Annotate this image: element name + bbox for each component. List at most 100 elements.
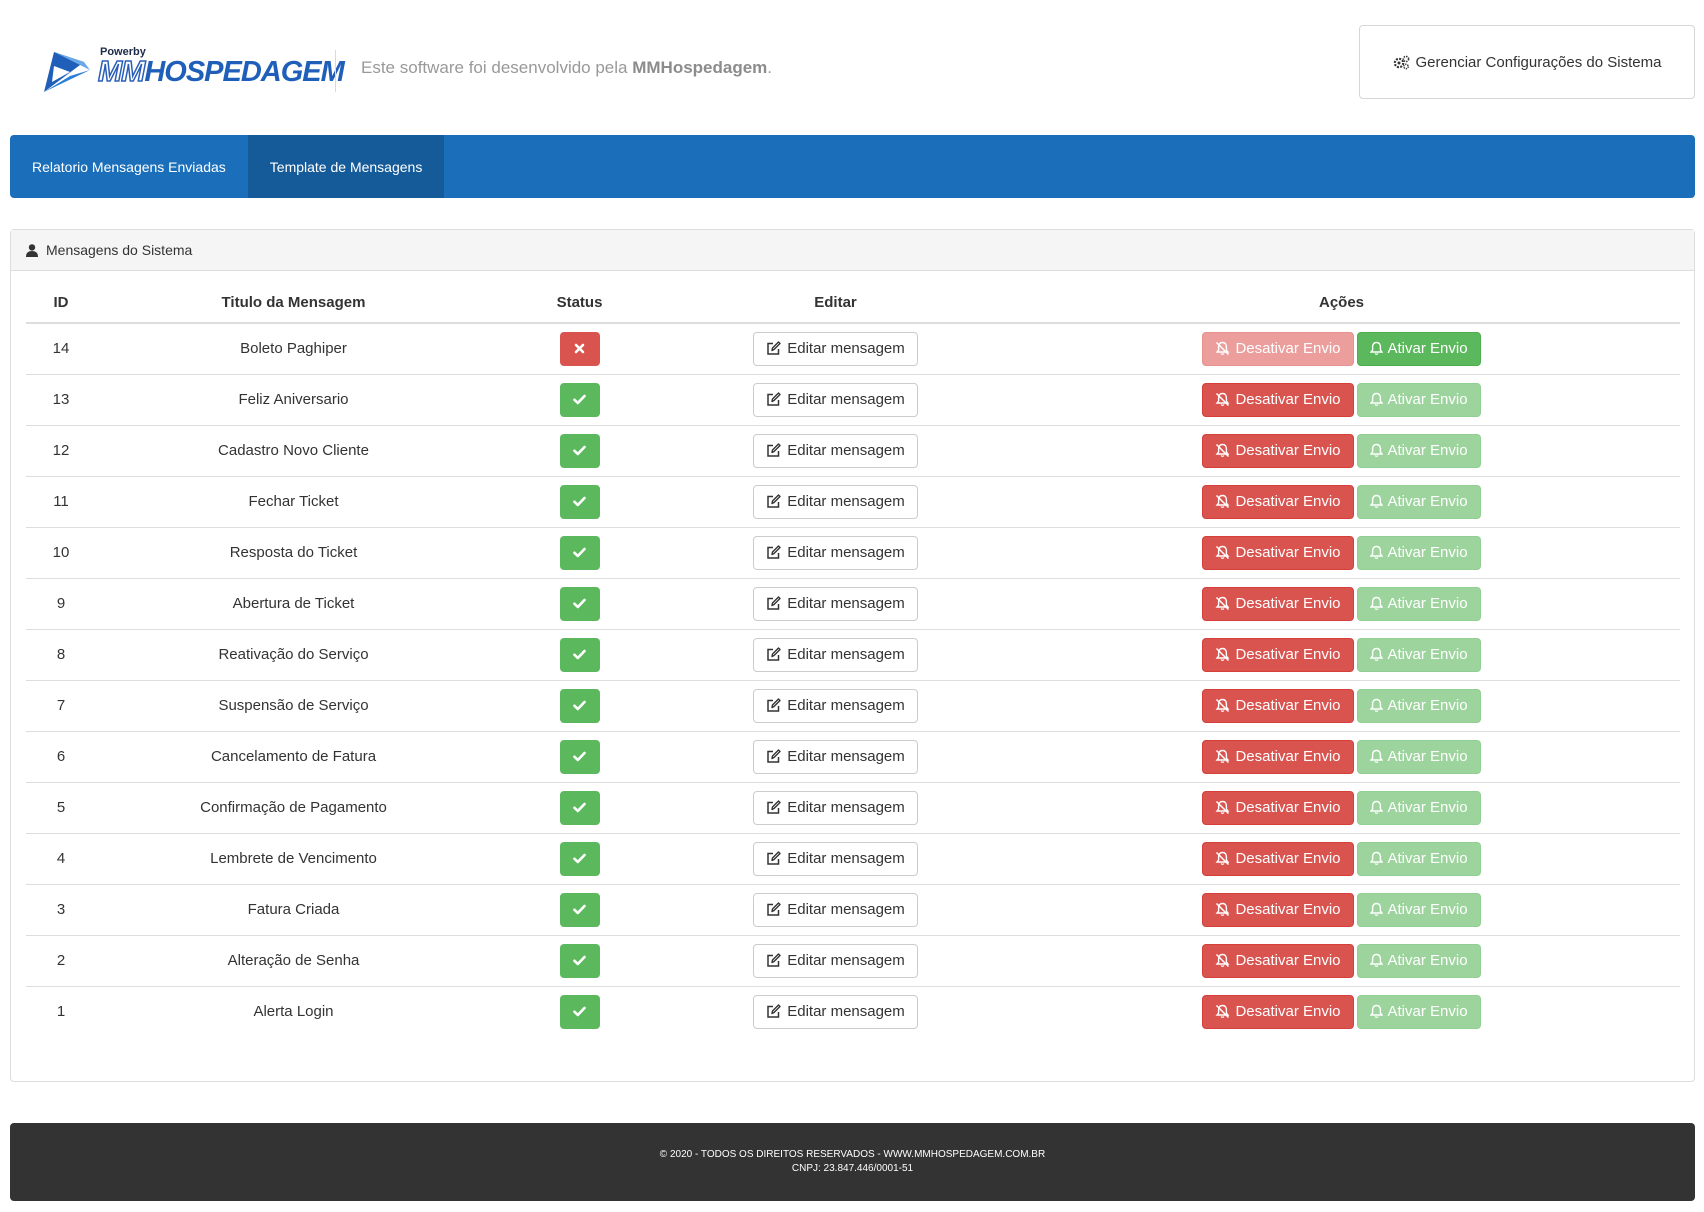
check-icon — [573, 598, 586, 609]
bell-icon — [1369, 698, 1383, 712]
edit-message-label: Editar mensagem — [787, 646, 905, 663]
activate-sending-button[interactable]: Ativar Envio — [1356, 637, 1481, 672]
status-active-badge — [559, 841, 600, 876]
activate-sending-label: Ativar Envio — [1387, 697, 1468, 714]
edit-message-label: Editar mensagem — [787, 391, 905, 408]
edit-message-button[interactable]: Editar mensagem — [753, 535, 918, 570]
bell-icon — [1369, 851, 1383, 865]
tab-label: Relatorio Mensagens Enviadas — [32, 158, 226, 175]
bell-icon — [1369, 1005, 1383, 1019]
table-header-row: ID Titulo da Mensagem Status Editar Açõe… — [26, 283, 1680, 324]
deactivate-sending-label: Desativar Envio — [1235, 799, 1341, 816]
row-id: 1 — [26, 985, 96, 1037]
deactivate-sending-label: Desativar Envio — [1235, 340, 1341, 358]
logo-powerby: Powerby — [100, 46, 146, 58]
main-nav: Relatorio Mensagens Enviadas Template de… — [10, 135, 1695, 198]
brand-logo[interactable]: Powerby MMHOSPEDAGEM — [40, 46, 345, 98]
tab-sent-messages-report[interactable]: Relatorio Mensagens Enviadas — [10, 135, 248, 198]
edit-icon — [767, 596, 781, 610]
deactivate-sending-button[interactable]: Desativar Envio — [1202, 433, 1354, 468]
deactivate-sending-label: Desativar Envio — [1235, 697, 1341, 714]
deactivate-sending-button[interactable]: Desativar Envio — [1202, 994, 1354, 1029]
edit-icon — [767, 698, 781, 712]
activate-sending-label: Ativar Envio — [1387, 850, 1468, 867]
row-status-cell — [491, 985, 668, 1037]
edit-icon — [767, 1004, 781, 1018]
row-id: 11 — [26, 475, 96, 527]
check-icon — [573, 496, 586, 507]
edit-icon — [767, 902, 781, 916]
system-settings-button[interactable]: Gerenciar Configurações do Sistema — [1359, 25, 1695, 99]
edit-message-button[interactable]: Editar mensagem — [753, 433, 918, 468]
activate-sending-button[interactable]: Ativar Envio — [1356, 484, 1481, 519]
activate-sending-button[interactable]: Ativar Envio — [1356, 688, 1481, 723]
deactivate-sending-button[interactable]: Desativar Envio — [1202, 535, 1354, 570]
deactivate-sending-button[interactable]: Desativar Envio — [1202, 739, 1354, 774]
tab-message-templates[interactable]: Template de Mensagens — [247, 135, 445, 198]
activate-sending-button[interactable]: Ativar Envio — [1356, 790, 1481, 825]
deactivate-sending-button[interactable]: Desativar Envio — [1202, 892, 1354, 927]
activate-sending-button[interactable]: Ativar Envio — [1356, 331, 1481, 366]
activate-sending-button[interactable]: Ativar Envio — [1356, 586, 1481, 621]
activate-sending-button[interactable]: Ativar Envio — [1356, 994, 1481, 1029]
activate-sending-button[interactable]: Ativar Envio — [1356, 433, 1481, 468]
deactivate-sending-label: Desativar Envio — [1235, 748, 1341, 765]
activate-sending-button[interactable]: Ativar Envio — [1356, 892, 1481, 927]
deactivate-sending-button[interactable]: Desativar Envio — [1202, 688, 1354, 723]
messages-table: ID Titulo da Mensagem Status Editar Açõe… — [26, 283, 1680, 1037]
status-active-badge — [559, 484, 600, 519]
edit-message-button[interactable]: Editar mensagem — [753, 331, 918, 366]
edit-message-button[interactable]: Editar mensagem — [753, 688, 918, 723]
edit-message-button[interactable]: Editar mensagem — [753, 739, 918, 774]
deactivate-sending-button[interactable]: Desativar Envio — [1202, 586, 1354, 621]
row-actions-cell: Desativar Envio Ativar Envio — [1003, 883, 1680, 935]
edit-message-button[interactable]: Editar mensagem — [753, 382, 918, 417]
column-header-edit: Editar — [668, 283, 1003, 324]
deactivate-sending-button[interactable]: Desativar Envio — [1202, 382, 1354, 417]
activate-sending-button[interactable]: Ativar Envio — [1356, 382, 1481, 417]
edit-message-button[interactable]: Editar mensagem — [753, 637, 918, 672]
bell-icon — [1369, 902, 1383, 916]
tagline-prefix: Este software foi desenvolvido pela — [361, 58, 633, 77]
edit-message-button[interactable]: Editar mensagem — [753, 484, 918, 519]
status-active-badge — [559, 994, 600, 1029]
bell-slash-icon — [1215, 851, 1230, 866]
deactivate-sending-button[interactable]: Desativar Envio — [1202, 637, 1354, 672]
table-row: 11 Fechar Ticket Editar mensagem Desativar … — [26, 475, 1680, 527]
deactivate-sending-button[interactable]: Desativar Envio — [1202, 484, 1354, 519]
status-active-badge — [559, 382, 600, 417]
deactivate-sending-button[interactable]: Desativar Envio — [1202, 331, 1354, 366]
row-id: 12 — [26, 424, 96, 476]
user-icon — [26, 243, 38, 257]
edit-icon — [767, 749, 781, 763]
deactivate-sending-button[interactable]: Desativar Envio — [1202, 943, 1354, 978]
times-icon — [574, 343, 585, 354]
tagline-suffix: . — [767, 58, 773, 77]
edit-message-button[interactable]: Editar mensagem — [753, 943, 918, 978]
check-icon — [573, 445, 586, 456]
activate-sending-button[interactable]: Ativar Envio — [1356, 841, 1481, 876]
edit-message-button[interactable]: Editar mensagem — [753, 790, 918, 825]
activate-sending-button[interactable]: Ativar Envio — [1356, 535, 1481, 570]
panel-heading: Mensagens do Sistema — [11, 230, 1694, 271]
edit-message-label: Editar mensagem — [787, 901, 905, 918]
edit-message-button[interactable]: Editar mensagem — [753, 994, 918, 1029]
edit-message-button[interactable]: Editar mensagem — [753, 841, 918, 876]
row-actions-cell: Desativar Envio Ativar Envio — [1003, 934, 1680, 986]
edit-message-label: Editar mensagem — [787, 697, 905, 714]
row-edit-cell: Editar mensagem — [668, 985, 1003, 1037]
row-edit-cell: Editar mensagem — [668, 323, 1003, 374]
activate-sending-button[interactable]: Ativar Envio — [1356, 739, 1481, 774]
edit-message-button[interactable]: Editar mensagem — [753, 586, 918, 621]
row-status-cell — [491, 832, 668, 884]
row-actions-cell: Desativar Envio Ativar Envio — [1003, 526, 1680, 578]
edit-message-button[interactable]: Editar mensagem — [753, 892, 918, 927]
deactivate-sending-button[interactable]: Desativar Envio — [1202, 841, 1354, 876]
deactivate-sending-button[interactable]: Desativar Envio — [1202, 790, 1354, 825]
activate-sending-label: Ativar Envio — [1387, 646, 1468, 663]
activate-sending-label: Ativar Envio — [1387, 493, 1468, 510]
bell-slash-icon — [1215, 342, 1230, 356]
row-title: Suspensão de Serviço — [96, 679, 491, 731]
edit-icon — [767, 800, 781, 814]
activate-sending-button[interactable]: Ativar Envio — [1356, 943, 1481, 978]
